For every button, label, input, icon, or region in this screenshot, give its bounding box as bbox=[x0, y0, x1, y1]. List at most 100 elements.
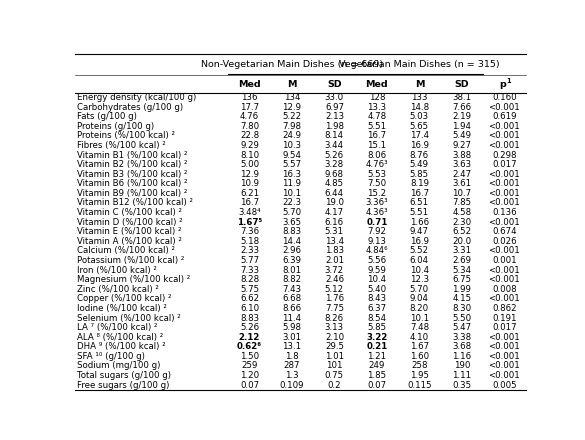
Text: 2.96: 2.96 bbox=[283, 246, 301, 255]
Text: Iron (%/100 kcal) ²: Iron (%/100 kcal) ² bbox=[77, 266, 157, 275]
Text: 10.4: 10.4 bbox=[367, 275, 387, 284]
Text: <0.001: <0.001 bbox=[488, 342, 520, 351]
Text: Vitamin B2 (%/100 kcal) ²: Vitamin B2 (%/100 kcal) ² bbox=[77, 160, 188, 169]
Text: 2.13: 2.13 bbox=[325, 112, 344, 121]
Text: 0.35: 0.35 bbox=[452, 381, 472, 389]
Text: Vitamin E (%/100 kcal) ²: Vitamin E (%/100 kcal) ² bbox=[77, 227, 182, 236]
Text: 3.28: 3.28 bbox=[325, 160, 344, 169]
Text: 17.4: 17.4 bbox=[410, 132, 429, 140]
Text: 1.21: 1.21 bbox=[367, 352, 387, 361]
Text: Calcium (%/100 kcal) ²: Calcium (%/100 kcal) ² bbox=[77, 246, 175, 255]
Text: 3.61: 3.61 bbox=[452, 180, 472, 188]
Text: 33.0: 33.0 bbox=[325, 93, 344, 102]
Text: 4.78: 4.78 bbox=[367, 112, 387, 121]
Text: 4.36³: 4.36³ bbox=[366, 208, 388, 217]
Text: <0.001: <0.001 bbox=[488, 180, 520, 188]
Text: 8.54: 8.54 bbox=[367, 314, 387, 323]
Text: 5.52: 5.52 bbox=[410, 246, 429, 255]
Text: 10.1: 10.1 bbox=[283, 189, 301, 198]
Text: 1.95: 1.95 bbox=[410, 371, 429, 380]
Text: Copper (%/100 kcal) ²: Copper (%/100 kcal) ² bbox=[77, 294, 172, 303]
Text: 5.18: 5.18 bbox=[240, 237, 259, 246]
Text: 5.34: 5.34 bbox=[452, 266, 472, 275]
Text: 15.1: 15.1 bbox=[367, 141, 387, 150]
Text: 1.20: 1.20 bbox=[240, 371, 259, 380]
Text: 2.69: 2.69 bbox=[452, 256, 472, 265]
Text: Vegetarian Main Dishes (n = 315): Vegetarian Main Dishes (n = 315) bbox=[339, 60, 500, 70]
Text: Non-Vegetarian Main Dishes (n = 669): Non-Vegetarian Main Dishes (n = 669) bbox=[201, 60, 383, 70]
Text: Vitamin B6 (%/100 kcal) ²: Vitamin B6 (%/100 kcal) ² bbox=[77, 180, 188, 188]
Text: 16.9: 16.9 bbox=[410, 237, 429, 246]
Text: 5.75: 5.75 bbox=[240, 285, 259, 294]
Text: <0.001: <0.001 bbox=[488, 333, 520, 342]
Text: 5.50: 5.50 bbox=[452, 314, 472, 323]
Text: Selenium (%/100 kcal) ²: Selenium (%/100 kcal) ² bbox=[77, 314, 181, 323]
Text: <0.001: <0.001 bbox=[488, 170, 520, 179]
Text: Vitamin A (%/100 kcal) ²: Vitamin A (%/100 kcal) ² bbox=[77, 237, 182, 246]
Text: 10.4: 10.4 bbox=[410, 266, 429, 275]
Text: 5.51: 5.51 bbox=[367, 122, 387, 131]
Text: 134: 134 bbox=[284, 93, 300, 102]
Text: 5.65: 5.65 bbox=[410, 122, 429, 131]
Text: 0.07: 0.07 bbox=[240, 381, 259, 389]
Text: 6.37: 6.37 bbox=[367, 304, 387, 313]
Text: ALA ⁸ (%/100 kcal) ²: ALA ⁸ (%/100 kcal) ² bbox=[77, 333, 163, 342]
Text: Fats (g/100 g): Fats (g/100 g) bbox=[77, 112, 137, 121]
Text: 8.66: 8.66 bbox=[283, 304, 301, 313]
Text: Zinc (%/100 kcal) ²: Zinc (%/100 kcal) ² bbox=[77, 285, 159, 294]
Text: Fibres (%/100 kcal) ²: Fibres (%/100 kcal) ² bbox=[77, 141, 166, 150]
Text: 7.80: 7.80 bbox=[240, 122, 259, 131]
Text: <0.001: <0.001 bbox=[488, 122, 520, 131]
Text: 7.92: 7.92 bbox=[367, 227, 387, 236]
Text: 2.30: 2.30 bbox=[452, 218, 472, 227]
Text: 6.21: 6.21 bbox=[240, 189, 259, 198]
Text: Vitamin D (%/100 kcal) ²: Vitamin D (%/100 kcal) ² bbox=[77, 218, 183, 227]
Text: 6.16: 6.16 bbox=[325, 218, 344, 227]
Text: 5.03: 5.03 bbox=[410, 112, 429, 121]
Text: 5.47: 5.47 bbox=[452, 323, 472, 332]
Text: 13.4: 13.4 bbox=[325, 237, 344, 246]
Text: 9.13: 9.13 bbox=[367, 237, 387, 246]
Text: <0.001: <0.001 bbox=[488, 218, 520, 227]
Text: 10.1: 10.1 bbox=[410, 314, 429, 323]
Text: <0.001: <0.001 bbox=[488, 371, 520, 380]
Text: 5.26: 5.26 bbox=[325, 150, 344, 160]
Text: 1.16: 1.16 bbox=[452, 352, 472, 361]
Text: 258: 258 bbox=[411, 361, 428, 370]
Text: 3.48⁴: 3.48⁴ bbox=[238, 208, 261, 217]
Text: 2.12: 2.12 bbox=[239, 333, 260, 342]
Text: <0.001: <0.001 bbox=[488, 361, 520, 370]
Text: 3.36³: 3.36³ bbox=[366, 198, 388, 208]
Text: 101: 101 bbox=[326, 361, 343, 370]
Text: 1.3: 1.3 bbox=[285, 371, 299, 380]
Text: Med: Med bbox=[238, 80, 261, 88]
Text: Vitamin C (%/100 kcal) ²: Vitamin C (%/100 kcal) ² bbox=[77, 208, 182, 217]
Text: 190: 190 bbox=[454, 361, 470, 370]
Text: 5.49: 5.49 bbox=[410, 160, 429, 169]
Text: 7.36: 7.36 bbox=[240, 227, 259, 236]
Text: Sodium (mg/100 g): Sodium (mg/100 g) bbox=[77, 361, 160, 370]
Text: Med: Med bbox=[366, 80, 388, 88]
Text: Vitamin B3 (%/100 kcal) ²: Vitamin B3 (%/100 kcal) ² bbox=[77, 170, 188, 179]
Text: 1.66: 1.66 bbox=[410, 218, 429, 227]
Text: 128: 128 bbox=[369, 93, 385, 102]
Text: 7.33: 7.33 bbox=[240, 266, 259, 275]
Text: 1.99: 1.99 bbox=[452, 285, 472, 294]
Text: Proteins (%/100 kcal) ²: Proteins (%/100 kcal) ² bbox=[77, 132, 175, 140]
Text: 5.40: 5.40 bbox=[367, 285, 387, 294]
Text: 8.20: 8.20 bbox=[410, 304, 429, 313]
Text: <0.001: <0.001 bbox=[488, 198, 520, 208]
Text: 1.67⁵: 1.67⁵ bbox=[237, 218, 262, 227]
Text: 0.07: 0.07 bbox=[367, 381, 387, 389]
Text: 7.50: 7.50 bbox=[367, 180, 387, 188]
Text: 0.71: 0.71 bbox=[366, 218, 388, 227]
Text: M: M bbox=[415, 80, 424, 88]
Text: 10.7: 10.7 bbox=[452, 189, 472, 198]
Text: 8.10: 8.10 bbox=[240, 150, 259, 160]
Text: 9.27: 9.27 bbox=[452, 141, 472, 150]
Text: 287: 287 bbox=[284, 361, 300, 370]
Text: 0.619: 0.619 bbox=[492, 112, 517, 121]
Text: 7.43: 7.43 bbox=[283, 285, 301, 294]
Text: 0.026: 0.026 bbox=[492, 237, 517, 246]
Text: 7.98: 7.98 bbox=[283, 122, 301, 131]
